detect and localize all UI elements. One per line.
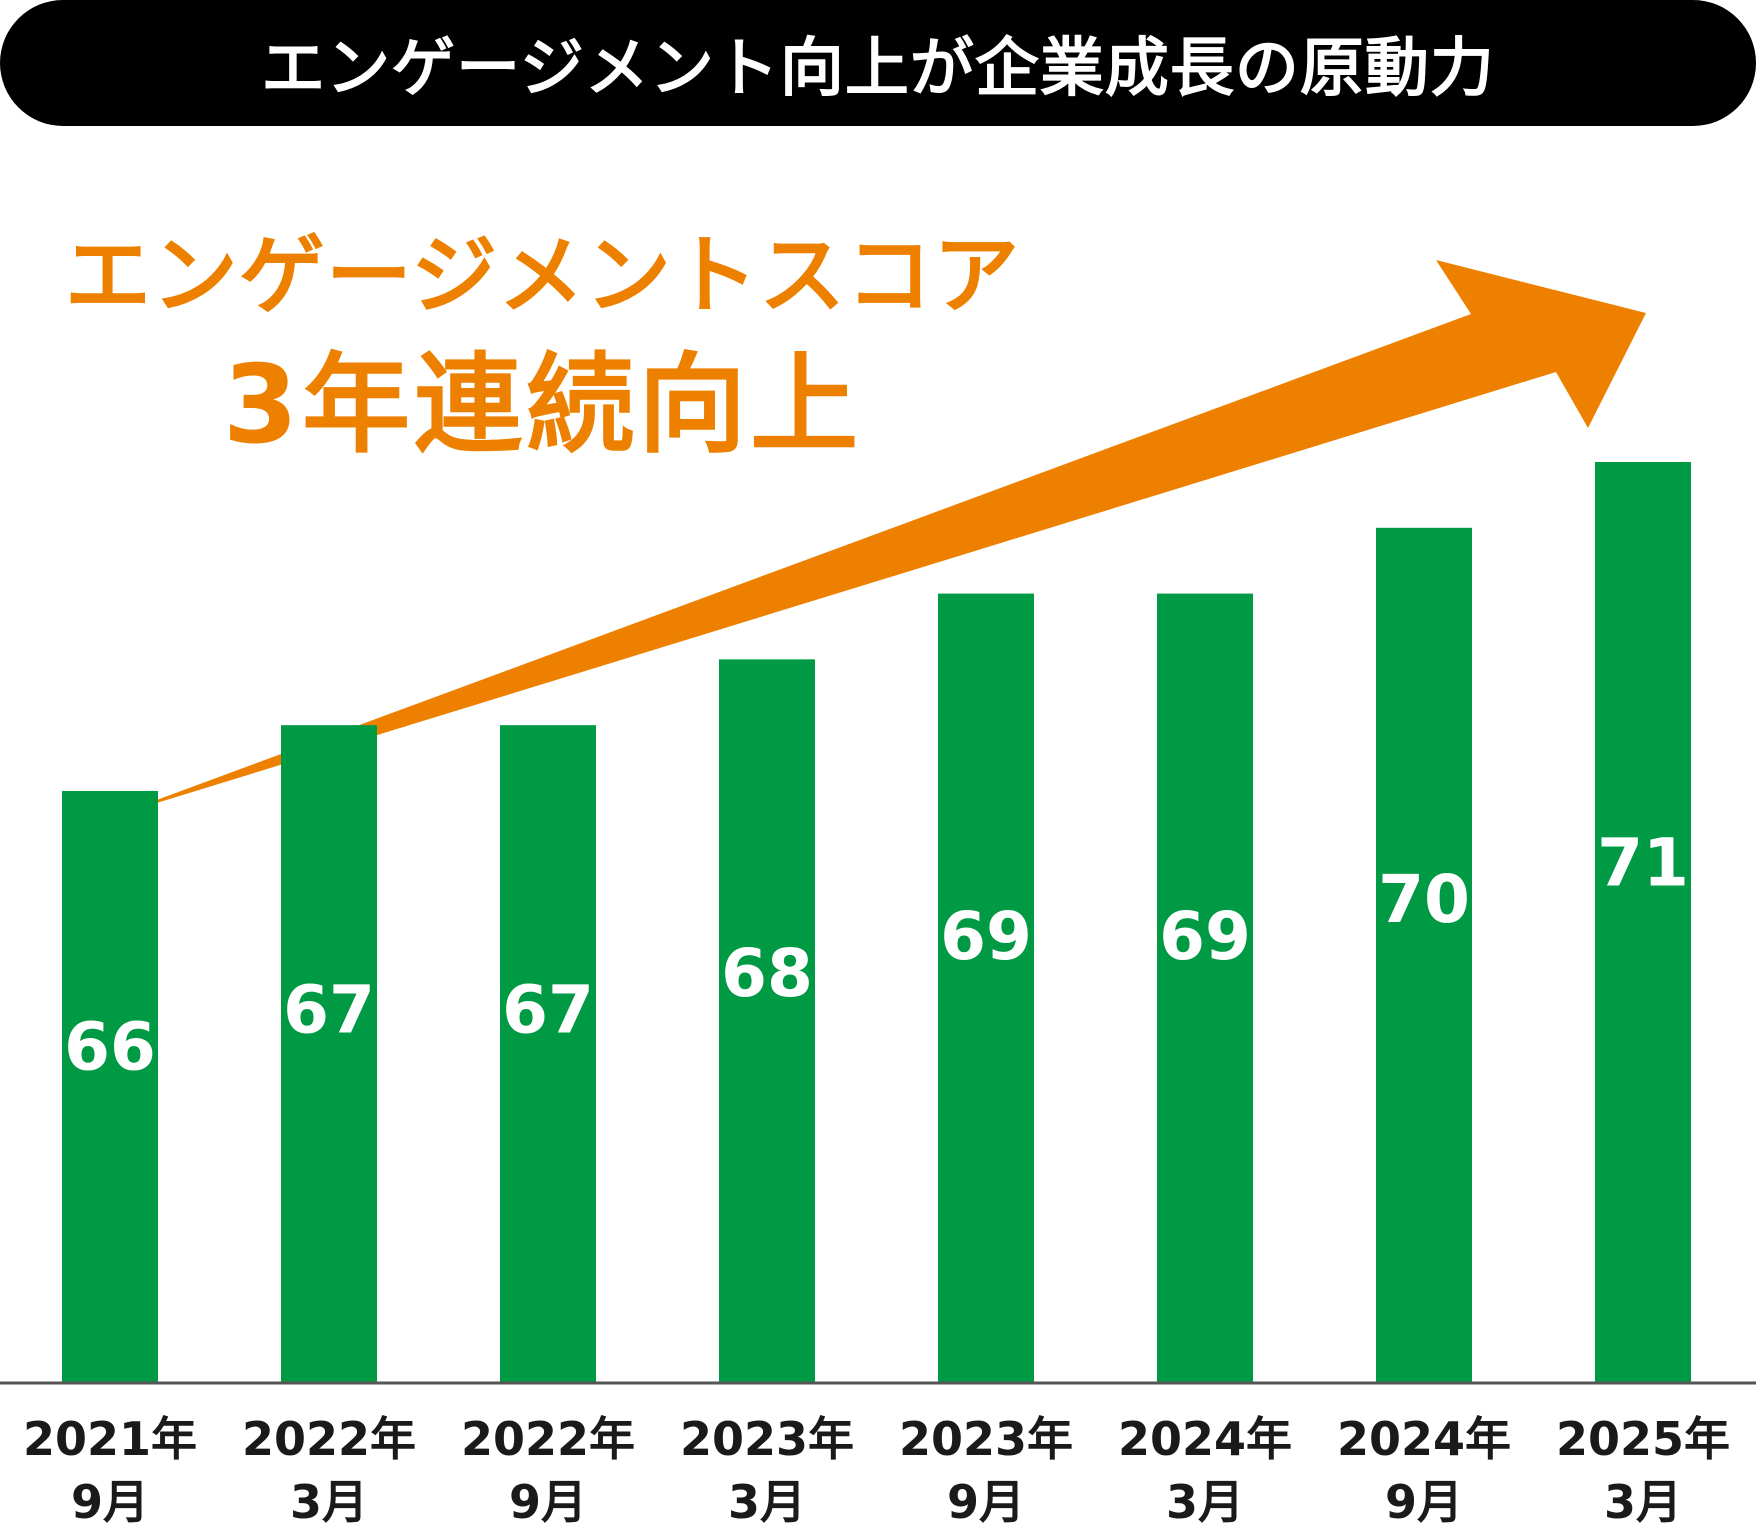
headline-score-label: エンゲージメントスコア — [64, 226, 1021, 326]
x-tick-label-year: 2023年 — [899, 1412, 1073, 1466]
bar — [1157, 593, 1253, 1383]
bar — [719, 659, 815, 1383]
x-tick-label-month: 3月 — [728, 1475, 806, 1529]
bar-value-label: 68 — [721, 935, 813, 1012]
x-tick-label-month: 3月 — [1166, 1475, 1244, 1529]
bar — [938, 593, 1034, 1383]
bar-value-label: 67 — [283, 972, 375, 1049]
x-tick-label-month: 9月 — [1385, 1475, 1463, 1529]
x-tick-label-year: 2023年 — [680, 1412, 854, 1466]
banner-title: エンゲージメント向上が企業成長の原動力 — [261, 32, 1495, 106]
trend-arrow — [108, 260, 1646, 818]
bar — [1595, 462, 1691, 1383]
x-tick-label-month: 3月 — [1604, 1475, 1682, 1529]
bar — [62, 790, 158, 1383]
bar-value-label: 69 — [1159, 898, 1251, 975]
x-tick-label-month: 9月 — [509, 1475, 587, 1529]
bar — [500, 725, 596, 1383]
x-tick-label-year: 2022年 — [461, 1412, 635, 1466]
bar-value-label: 67 — [502, 972, 594, 1049]
headline-three-years-up: 3年連続向上 — [222, 343, 863, 468]
x-tick-label-month: 9月 — [947, 1475, 1025, 1529]
bar-value-label: 70 — [1378, 861, 1470, 938]
bar — [281, 725, 377, 1383]
x-tick-label-year: 2025年 — [1556, 1412, 1730, 1466]
bar-value-label: 69 — [940, 898, 1032, 975]
x-tick-label-year: 2021年 — [23, 1412, 197, 1466]
bar — [1376, 527, 1472, 1383]
x-tick-label-month: 9月 — [71, 1475, 149, 1529]
x-tick-label-year: 2024年 — [1118, 1412, 1292, 1466]
bar-value-label: 71 — [1597, 824, 1689, 901]
x-tick-label-year: 2022年 — [242, 1412, 416, 1466]
x-tick-label-month: 3月 — [290, 1475, 368, 1529]
x-tick-label-year: 2024年 — [1337, 1412, 1511, 1466]
bar-value-label: 66 — [64, 1009, 156, 1086]
title-banner: エンゲージメント向上が企業成長の原動力 — [0, 0, 1756, 126]
